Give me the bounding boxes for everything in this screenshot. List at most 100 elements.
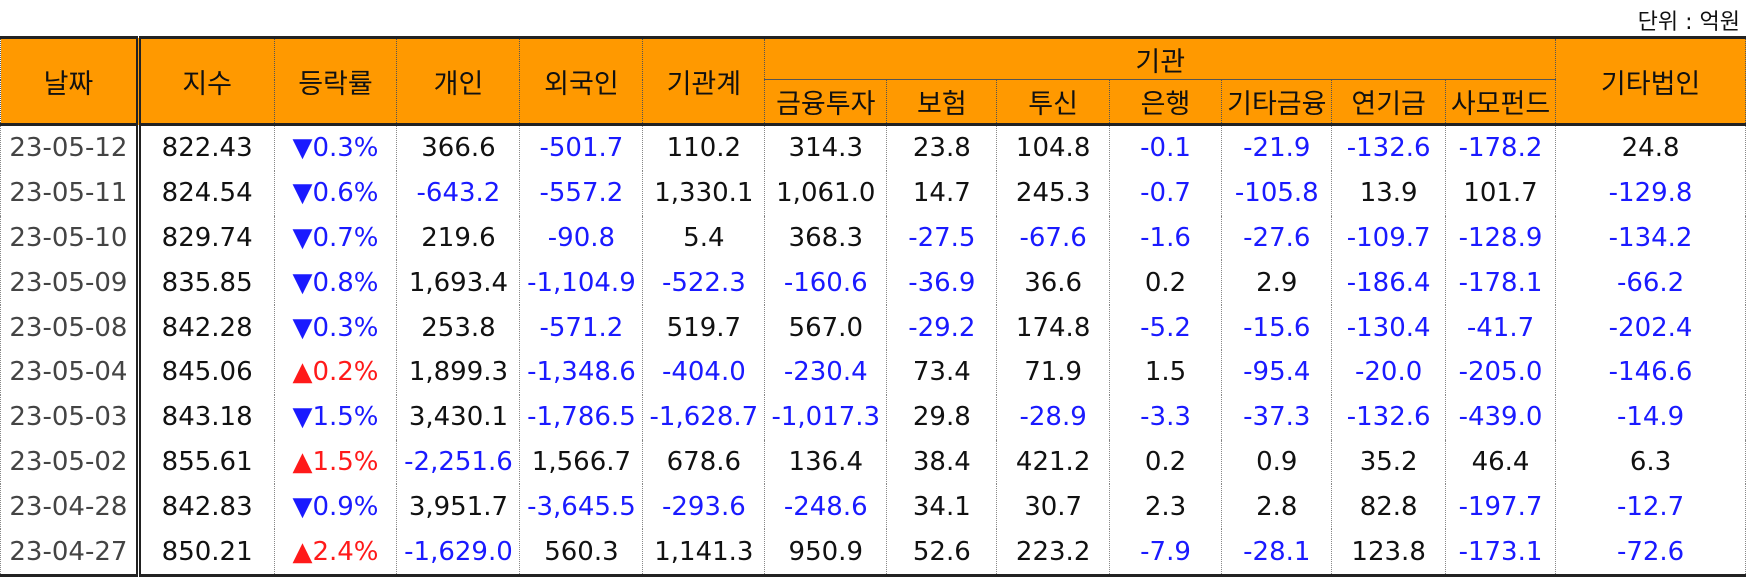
cell-index: 835.85 [137, 260, 275, 306]
cell-private-fund: -197.7 [1444, 484, 1557, 530]
cell-financial-investment: -1,017.3 [764, 394, 888, 440]
cell-other-finance: -37.3 [1221, 394, 1333, 440]
header-institution-total: 기관계 [642, 36, 766, 126]
cell-change: ▼0.3% [273, 124, 398, 171]
cell-change: ▼1.5% [273, 394, 398, 440]
cell-investment-trust: 36.6 [996, 260, 1110, 306]
cell-other-corp: 24.8 [1555, 124, 1746, 171]
change-percent: 0.7% [312, 222, 379, 253]
cell-date: 23-05-03 [0, 394, 141, 440]
cell-date: 23-05-12 [0, 124, 141, 171]
cell-insurance: 73.4 [886, 349, 998, 395]
cell-index: 850.21 [137, 529, 275, 577]
cell-private-fund: -178.2 [1444, 124, 1557, 171]
cell-index: 842.28 [137, 305, 275, 350]
header-change: 등락률 [273, 36, 398, 126]
triangle-up-icon: ▲ [292, 536, 313, 567]
cell-other-finance: -21.9 [1221, 124, 1333, 171]
investor-trading-table: 날짜 지수 등락률 개인 외국인 기관계 기관 기타법인 금융투자 보험 투신 … [0, 36, 1746, 577]
cell-individual: 3,951.7 [396, 484, 521, 530]
cell-change: ▲1.5% [273, 439, 398, 485]
change-percent: 0.3% [312, 312, 379, 343]
cell-index: 845.06 [137, 349, 275, 395]
triangle-up-icon: ▲ [292, 357, 313, 388]
cell-financial-investment: 314.3 [764, 124, 888, 171]
header-insurance: 보험 [886, 79, 998, 126]
header-other-finance: 기타금융 [1221, 79, 1333, 126]
header-institution-group: 기관 [764, 36, 1557, 80]
change-percent: 0.9% [312, 491, 379, 522]
cell-bank: 2.3 [1108, 484, 1223, 530]
cell-foreign: 1,566.7 [519, 439, 644, 485]
cell-other-corp: -129.8 [1555, 170, 1746, 216]
change-percent: 2.4% [312, 536, 379, 567]
cell-other-corp: -66.2 [1555, 260, 1746, 306]
cell-individual: 1,899.3 [396, 349, 521, 395]
cell-private-fund: -41.7 [1444, 305, 1557, 350]
change-percent: 1.5% [312, 446, 379, 477]
change-percent: 0.6% [312, 178, 379, 209]
cell-institution-total: -404.0 [642, 349, 766, 395]
header-private-fund: 사모펀드 [1444, 79, 1557, 126]
cell-investment-trust: 245.3 [996, 170, 1110, 216]
cell-financial-investment: 1,061.0 [764, 170, 888, 216]
cell-pension: 35.2 [1331, 439, 1446, 485]
cell-pension: 123.8 [1331, 529, 1446, 577]
cell-foreign: 560.3 [519, 529, 644, 577]
table-row: 23-05-03 843.18 ▼1.5% 3,430.1 -1,786.5 -1,628… [0, 394, 1746, 440]
cell-date: 23-04-28 [0, 484, 141, 530]
header-financial-investment: 금융투자 [764, 79, 888, 126]
cell-investment-trust: -67.6 [996, 215, 1110, 261]
cell-index: 822.43 [137, 124, 275, 171]
cell-bank: -7.9 [1108, 529, 1223, 577]
cell-bank: -1.6 [1108, 215, 1223, 261]
cell-pension: -132.6 [1331, 124, 1446, 171]
cell-pension: -109.7 [1331, 215, 1446, 261]
cell-index: 855.61 [137, 439, 275, 485]
cell-date: 23-05-04 [0, 349, 141, 395]
unit-label: 단위 : 억원 [1637, 10, 1740, 35]
cell-institution-total: -522.3 [642, 260, 766, 306]
cell-bank: -0.1 [1108, 124, 1223, 171]
cell-other-corp: -134.2 [1555, 215, 1746, 261]
triangle-down-icon: ▼ [292, 222, 313, 253]
cell-other-finance: -95.4 [1221, 349, 1333, 395]
cell-bank: 0.2 [1108, 439, 1223, 485]
cell-individual: 366.6 [396, 124, 521, 171]
cell-investment-trust: -28.9 [996, 394, 1110, 440]
cell-foreign: -1,786.5 [519, 394, 644, 440]
cell-date: 23-05-11 [0, 170, 141, 216]
cell-institution-total: 1,141.3 [642, 529, 766, 577]
cell-other-finance: 2.8 [1221, 484, 1333, 530]
cell-private-fund: 101.7 [1444, 170, 1557, 216]
cell-institution-total: 5.4 [642, 215, 766, 261]
cell-insurance: -29.2 [886, 305, 998, 350]
cell-index: 843.18 [137, 394, 275, 440]
cell-other-corp: -72.6 [1555, 529, 1746, 577]
cell-investment-trust: 104.8 [996, 124, 1110, 171]
cell-financial-investment: 368.3 [764, 215, 888, 261]
table-row: 23-05-11 824.54 ▼0.6% -643.2 -557.2 1,330.1 1,… [0, 170, 1746, 216]
cell-foreign: -557.2 [519, 170, 644, 216]
cell-institution-total: 110.2 [642, 124, 766, 171]
triangle-down-icon: ▼ [292, 178, 313, 209]
cell-individual: 3,430.1 [396, 394, 521, 440]
cell-institution-total: -293.6 [642, 484, 766, 530]
cell-date: 23-05-08 [0, 305, 141, 350]
cell-index: 829.74 [137, 215, 275, 261]
cell-foreign: -501.7 [519, 124, 644, 171]
cell-other-finance: 0.9 [1221, 439, 1333, 485]
cell-individual: -1,629.0 [396, 529, 521, 577]
table-row: 23-05-08 842.28 ▼0.3% 253.8 -571.2 519.7 567.0… [0, 305, 1746, 350]
cell-foreign: -90.8 [519, 215, 644, 261]
cell-financial-investment: -248.6 [764, 484, 888, 530]
cell-institution-total: 519.7 [642, 305, 766, 350]
cell-private-fund: -439.0 [1444, 394, 1557, 440]
cell-other-finance: -27.6 [1221, 215, 1333, 261]
table-row: 23-05-09 835.85 ▼0.8% 1,693.4 -1,104.9 -522.3… [0, 260, 1746, 306]
cell-institution-total: -1,628.7 [642, 394, 766, 440]
cell-private-fund: -205.0 [1444, 349, 1557, 395]
cell-pension: -130.4 [1331, 305, 1446, 350]
cell-date: 23-04-27 [0, 529, 141, 577]
cell-individual: -643.2 [396, 170, 521, 216]
